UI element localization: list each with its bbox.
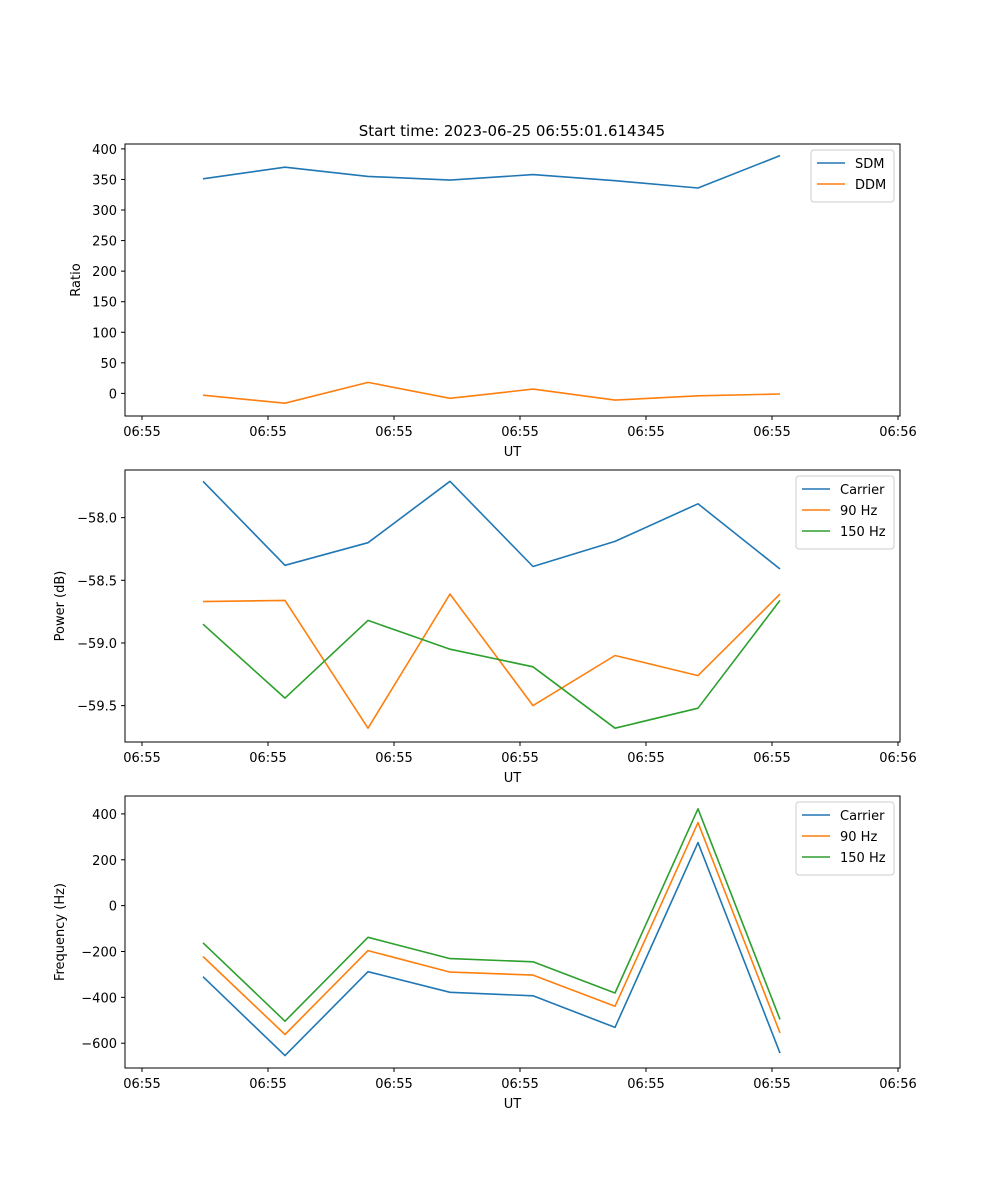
x-axis-label: UT [504, 771, 522, 786]
y-tick-label: −400 [81, 991, 117, 1006]
legend: Carrier 90 Hz 150 Hz [795, 475, 895, 550]
legend-label: DDM [855, 178, 886, 193]
y-axis-label: Power (dB) [53, 571, 68, 642]
y-tick-label: 0 [109, 387, 117, 402]
series-line-150-hz [202, 599, 781, 730]
x-tick-label: 06:56 [879, 425, 916, 440]
y-tick-label: 400 [92, 808, 117, 823]
x-tick-label: 06:55 [375, 425, 412, 440]
y-tick-label: 250 [92, 235, 117, 250]
figure-title: Start time: 2023-06-25 06:55:01.614345 [359, 122, 665, 140]
y-tick-label: 300 [92, 204, 117, 219]
y-axis-label: Ratio [69, 263, 84, 296]
y-tick-label: 50 [100, 357, 117, 372]
y-tick-label: 0 [109, 900, 117, 915]
series-line-ddm [202, 381, 781, 405]
y-tick-label: 400 [92, 143, 117, 158]
series-line-sdm [202, 154, 781, 189]
legend: SDM DDM [810, 149, 895, 203]
x-tick-label: 06:55 [249, 1077, 286, 1092]
legend: Carrier 90 Hz 150 Hz [795, 801, 895, 876]
x-tick-label: 06:55 [123, 1077, 160, 1092]
series-line-90-hz [202, 821, 781, 1036]
x-tick-label: 06:55 [627, 1077, 664, 1092]
x-tick-label: 06:55 [627, 425, 664, 440]
x-tick-label: 06:56 [879, 751, 916, 766]
x-tick-label: 06:55 [501, 1077, 538, 1092]
y-tick-label: 200 [92, 854, 117, 869]
legend-label: Carrier [840, 809, 885, 824]
axes-frame [124, 469, 901, 743]
y-tick-label: −59.0 [77, 637, 117, 652]
y-tick-label: 350 [92, 173, 117, 188]
legend-label: 90 Hz [840, 504, 877, 519]
x-tick-label: 06:56 [879, 1077, 916, 1092]
x-tick-label: 06:55 [123, 751, 160, 766]
legend-label: SDM [855, 157, 884, 172]
legend-label: 90 Hz [840, 830, 877, 845]
series-line-carrier [202, 480, 781, 570]
legend-label: 150 Hz [840, 851, 886, 866]
x-axis-label: UT [504, 445, 522, 460]
series-line-150-hz [202, 807, 781, 1023]
y-axis-label: Frequency (Hz) [53, 883, 68, 981]
x-tick-label: 06:55 [753, 425, 790, 440]
x-tick-label: 06:55 [627, 751, 664, 766]
y-tick-label: −58.5 [77, 574, 117, 589]
x-axis-label: UT [504, 1097, 522, 1112]
legend-label: Carrier [840, 483, 885, 498]
chart-panel-2: 06:55 06:55 06:55 06:55 06:55 06:55 06:56 −58.0… [53, 469, 917, 786]
y-tick-label: −200 [81, 945, 117, 960]
y-tick-label: 100 [92, 326, 117, 341]
x-tick-label: 06:55 [753, 1077, 790, 1092]
x-tick-label: 06:55 [375, 1077, 412, 1092]
x-tick-label: 06:55 [375, 751, 412, 766]
y-tick-label: −59.5 [77, 700, 117, 715]
x-tick-label: 06:55 [249, 751, 286, 766]
axes-frame [124, 795, 901, 1069]
x-tick-label: 06:55 [123, 425, 160, 440]
y-tick-label: 200 [92, 265, 117, 280]
x-tick-label: 06:55 [501, 425, 538, 440]
y-tick-label: −58.0 [77, 512, 117, 527]
axes-frame [124, 143, 901, 417]
x-tick-label: 06:55 [249, 425, 286, 440]
x-tick-label: 06:55 [753, 751, 790, 766]
legend-label: 150 Hz [840, 525, 886, 540]
chart-panel-3: 06:55 06:55 06:55 06:55 06:55 06:55 06:56 400 20… [53, 795, 917, 1112]
series-line-90-hz [202, 593, 781, 730]
x-tick-label: 06:55 [501, 751, 538, 766]
y-tick-label: 150 [92, 296, 117, 311]
y-tick-label: −600 [81, 1037, 117, 1052]
chart-panel-1: 06:55 06:55 06:55 06:55 06:55 06:55 06:56 0 50 10… [69, 143, 917, 460]
series-line-carrier [202, 841, 781, 1057]
